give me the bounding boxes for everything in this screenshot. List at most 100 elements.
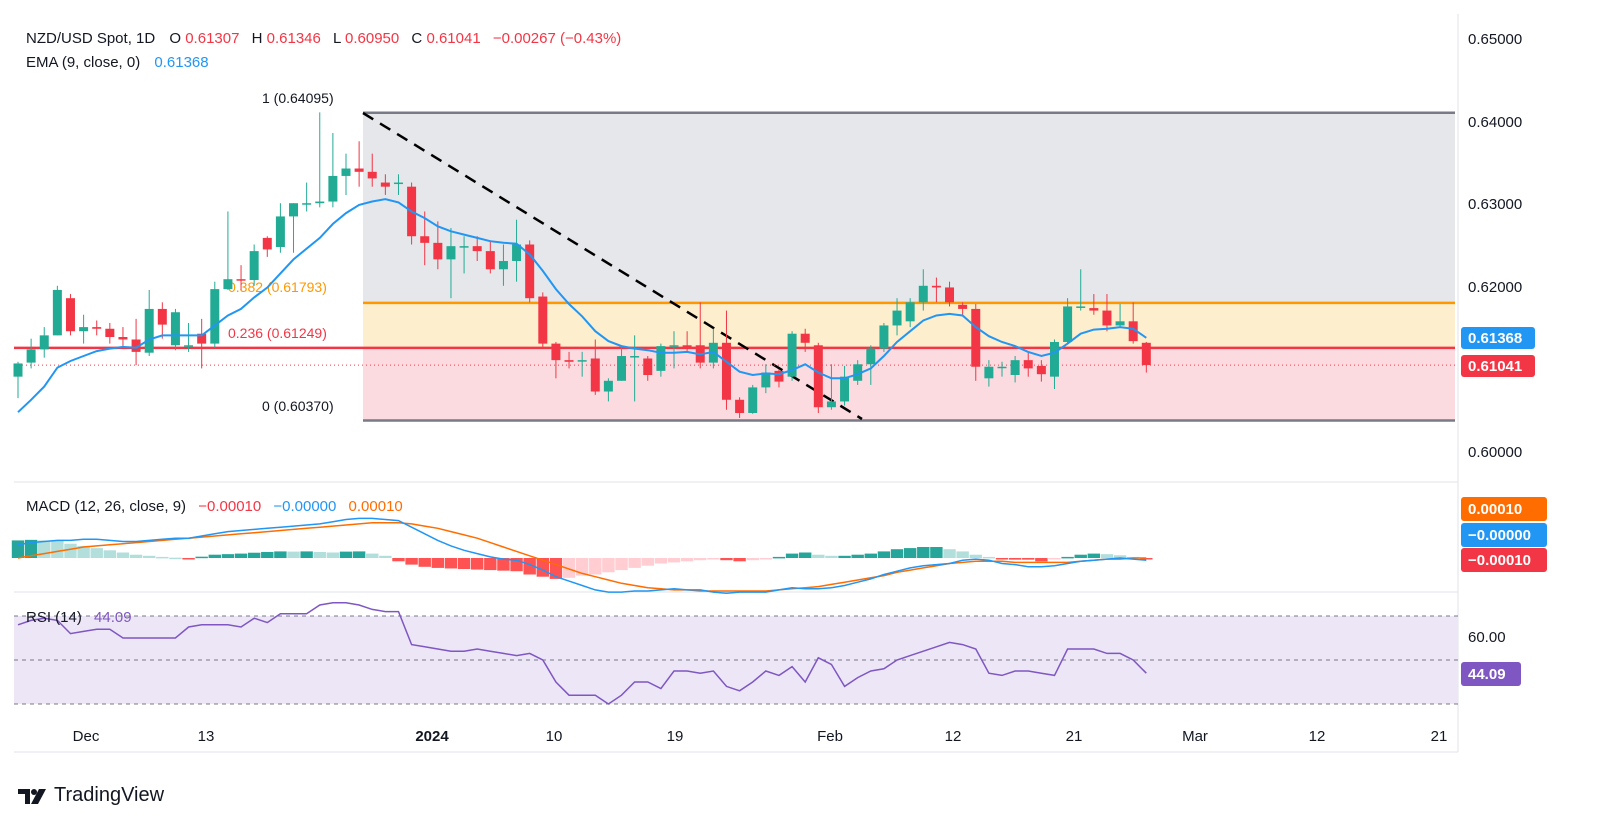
- time-tick-5: Feb: [817, 728, 843, 745]
- candle-body: [157, 308, 167, 325]
- candle-body: [354, 168, 364, 172]
- macd-hist-bar: [615, 558, 628, 571]
- price-tick-0: 0.65000: [1468, 31, 1522, 48]
- macd-hist-bar: [917, 547, 930, 558]
- ema-header: EMA (9, close, 0) 0.61368: [26, 54, 209, 71]
- macd-hist-badge: [1461, 548, 1547, 572]
- candle-body: [826, 401, 836, 408]
- close-price-badge: [1461, 355, 1535, 377]
- macd-hist-bar: [38, 540, 51, 558]
- candle-body: [13, 363, 23, 377]
- candle-body: [945, 287, 955, 303]
- macd-hist-bar: [1061, 556, 1074, 559]
- candle-body: [971, 308, 981, 367]
- ema-line[interactable]: [17, 198, 1147, 413]
- fib-label-0: 0 (0.60370): [262, 398, 334, 414]
- downtrend-line[interactable]: [362, 111, 863, 421]
- macd-hist-bar: [733, 558, 746, 562]
- candle-body: [669, 345, 679, 347]
- candle-body: [367, 171, 377, 179]
- macd-hist-bar: [575, 558, 589, 576]
- macd-hist-bar: [1113, 555, 1127, 558]
- candle-body: [853, 364, 863, 381]
- macd-hist-bar: [562, 558, 576, 578]
- candle-body: [721, 342, 731, 400]
- close-price-badge-text: 0.61041: [1468, 358, 1522, 375]
- macd-hist-bar: [746, 558, 759, 561]
- macd-hist-bar: [523, 558, 536, 575]
- fib-zone-gray: [363, 112, 1455, 303]
- macd-hist-bar: [379, 555, 392, 558]
- macd-hist-bar: [11, 540, 25, 558]
- macd-hist-bar: [903, 548, 917, 558]
- candle-body: [866, 348, 876, 365]
- candle-body: [433, 242, 443, 260]
- candle-body: [1049, 341, 1059, 377]
- time-tick-3: 10: [546, 728, 563, 745]
- candle-body: [393, 182, 403, 185]
- time-tick-10: 21: [1431, 728, 1448, 745]
- macd-header-v1: −0.00010: [198, 498, 261, 515]
- candle-body: [761, 372, 771, 388]
- macd-hist-bar: [785, 553, 799, 558]
- brand[interactable]: TradingView: [18, 784, 164, 807]
- macd-line-badge: [1461, 523, 1547, 547]
- macd-hist-bar: [680, 558, 694, 562]
- candle-body: [302, 203, 312, 205]
- macd-pane[interactable]: MACD (12, 26, close, 9) −0.00010 −0.0000…: [11, 497, 1547, 594]
- macd-hist-bar: [339, 551, 353, 558]
- macd-hist-bar: [444, 558, 458, 569]
- candle-body: [840, 376, 850, 402]
- candle-body: [931, 285, 941, 288]
- time-axis[interactable]: Dec 13 2024 10 19 Feb 12 21 Mar 12 21: [73, 728, 1448, 745]
- macd-hist-bar: [287, 551, 300, 558]
- macd-hist-bar: [1087, 553, 1101, 558]
- candle-body: [184, 345, 194, 347]
- rsi-header-value: 44.09: [94, 609, 132, 626]
- candle-body: [1128, 321, 1138, 342]
- candle-body: [446, 246, 456, 260]
- macd-hist-bar: [759, 558, 773, 560]
- macd-hist-bar: [497, 558, 510, 571]
- macd-hist-bar: [143, 555, 156, 558]
- macd-hist-bar: [1074, 554, 1087, 558]
- macd-hist-badge-text: −0.00010: [1468, 552, 1531, 569]
- macd-hist-bar: [720, 558, 733, 561]
- candle-body: [590, 358, 600, 392]
- macd-hist-bar: [313, 551, 326, 558]
- macd-hist-bar: [667, 558, 681, 563]
- macd-hist-bar: [799, 552, 812, 558]
- candles-group[interactable]: [13, 112, 1151, 418]
- macd-hist-bar: [825, 555, 838, 558]
- fib-zone-red: [363, 347, 1455, 421]
- candle-body: [958, 304, 968, 309]
- open-value: 0.61307: [185, 30, 239, 47]
- price-axis[interactable]: 0.65000 0.64000 0.63000 0.62000 0.60000 …: [1461, 31, 1535, 461]
- rsi-pane[interactable]: RSI (14) 44.09 60.00 44.09: [14, 602, 1521, 705]
- macd-hist-bar: [982, 556, 996, 559]
- candle-body: [1141, 342, 1151, 366]
- macd-hist-bar: [1022, 558, 1035, 560]
- macd-hist-bar: [156, 556, 169, 559]
- time-tick-8: Mar: [1182, 728, 1208, 745]
- macd-hist-bar: [772, 556, 786, 559]
- macd-hist-bar: [1008, 558, 1022, 560]
- price-tick-1: 0.64000: [1468, 114, 1522, 131]
- macd-hist-bar: [471, 558, 484, 570]
- macd-hist-bar: [877, 551, 891, 558]
- candle-body: [105, 328, 115, 338]
- candle-body: [918, 285, 928, 303]
- fib-label-0236: 0.236 (0.61249): [228, 325, 327, 341]
- time-tick-7: 21: [1066, 728, 1083, 745]
- macd-signal-badge-text: 0.00010: [1468, 501, 1522, 518]
- macd-header-v2: −0.00000: [273, 498, 336, 515]
- macd-hist-bar: [602, 558, 615, 573]
- macd-hist-bar: [195, 556, 208, 559]
- macd-hist-bar: [1035, 558, 1048, 562]
- high-label: H: [252, 30, 263, 47]
- tradingview-logo-icon: [18, 788, 46, 804]
- candle-body: [197, 333, 207, 344]
- time-tick-2: 2024: [415, 728, 449, 745]
- macd-header: MACD (12, 26, close, 9) −0.00010 −0.0000…: [26, 498, 403, 515]
